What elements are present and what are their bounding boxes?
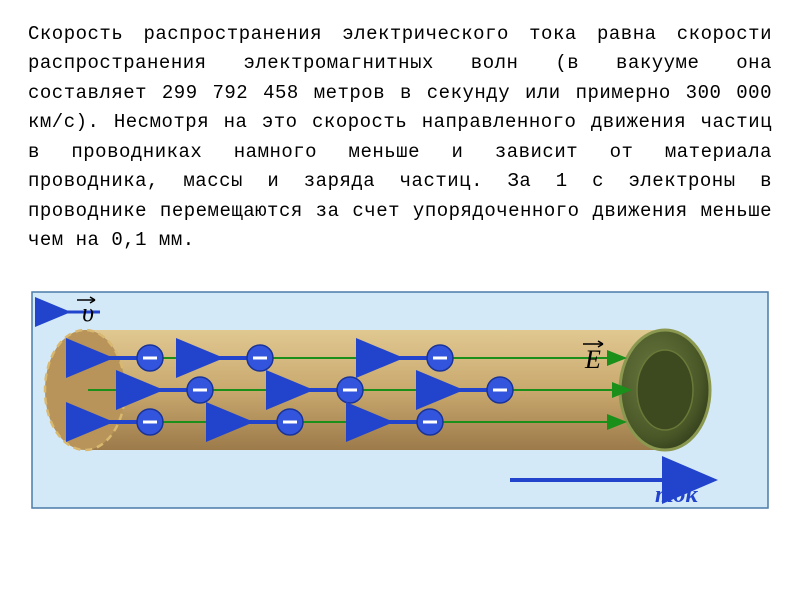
field-symbol: E (584, 345, 601, 374)
field-label: E (583, 341, 603, 374)
main-paragraph: Скорость распространения электрического … (28, 20, 772, 256)
diagram-container: υ E ток (28, 270, 772, 510)
conductor-diagram: υ E ток (30, 270, 770, 510)
cylinder-right-inner (637, 350, 693, 430)
current-label: ток (655, 482, 698, 508)
